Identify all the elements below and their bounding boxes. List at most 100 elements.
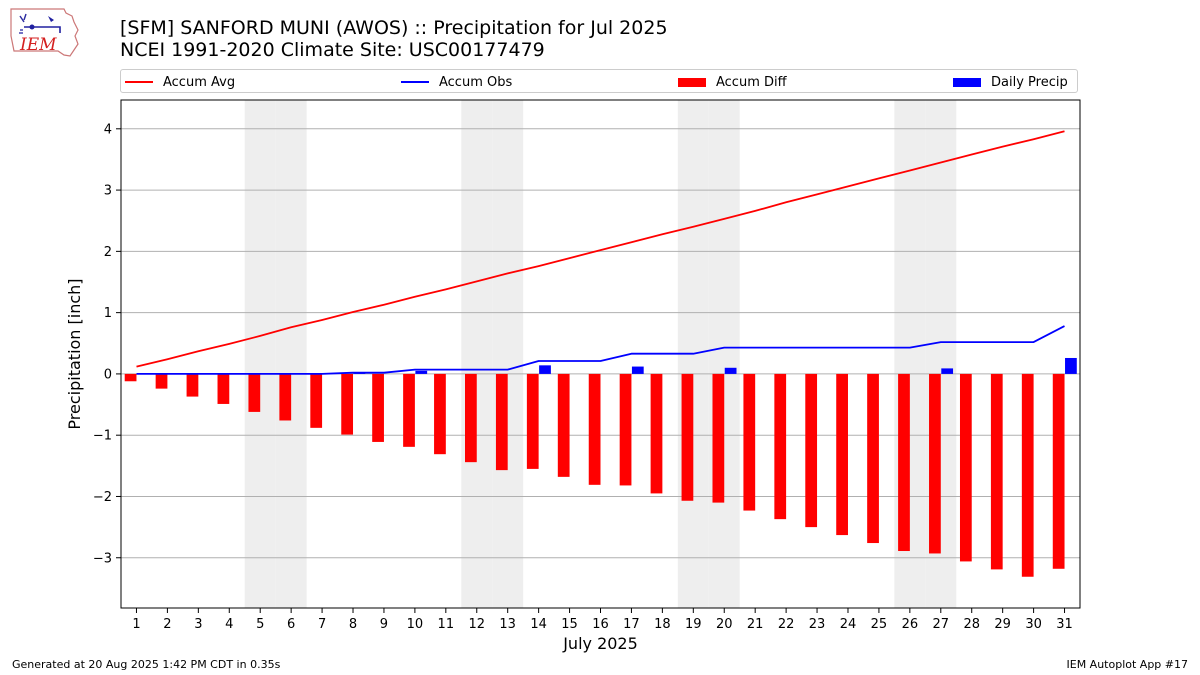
accum-diff-bar-day-20 [712,373,725,503]
x-tick-label-18: 18 [654,617,671,632]
accum-diff-bar-day-9 [372,373,384,442]
accum-diff-bar-day-31 [1052,373,1065,569]
daily-precip-bar-day-20 [724,367,737,374]
x-tick-label-29: 29 [994,617,1011,632]
x-tick-label-11: 11 [438,617,455,632]
daily-precip-bar-day-31 [1065,357,1077,374]
daily-precip-bar-day-27 [941,368,954,374]
legend-swatch-daily-precip [953,77,981,87]
y-axis-label: Precipitation [inch] [65,278,84,429]
weekend-band-6 [275,100,307,608]
x-axis-label: July 2025 [562,634,638,653]
accum-diff-bar-day-4 [217,373,230,404]
x-tick-label-7: 7 [318,617,326,632]
legend: Accum Avg Accum Obs Accum Diff Daily Pre… [120,69,1078,93]
x-tick-label-27: 27 [933,617,950,632]
accum-diff-bar-day-30 [1021,373,1034,577]
accum-diff-bar-day-23 [805,373,818,528]
accum-diff-bar-day-1 [124,373,137,382]
y-tick-label-1: 1 [104,306,112,321]
x-tick-label-19: 19 [685,617,702,632]
title-line-2: NCEI 1991-2020 Climate Site: USC00177479 [120,39,545,61]
x-tick-label-14: 14 [530,617,547,632]
accum-diff-bar-day-6 [279,373,292,421]
weekend-band-13 [492,100,524,608]
accum-diff-bar-day-19 [681,373,694,501]
x-tick-label-24: 24 [840,617,857,632]
accum-diff-bar-day-26 [898,373,910,552]
x-tick-label-25: 25 [871,617,888,632]
x-tick-label-31: 31 [1056,617,1073,632]
accum-diff-bar-day-8 [341,373,354,435]
iem-logo: IEM [8,6,80,58]
x-tick-label-4: 4 [225,617,233,632]
chart-title: [SFM] SANFORD MUNI (AWOS) :: Precipitati… [120,17,668,61]
accum-diff-bar-day-28 [959,373,972,562]
accum-diff-bar-day-15 [557,373,570,477]
legend-swatch-accum-obs [401,81,429,83]
y-tick-label--3: −3 [93,551,112,566]
legend-item-daily-precip: Daily Precip [953,70,1068,94]
x-tick-label-28: 28 [963,617,980,632]
accum-diff-bar-day-5 [248,373,261,412]
legend-swatch-accum-avg [125,81,153,83]
x-tick-label-6: 6 [287,617,295,632]
footer-app: IEM Autoplot App #17 [1066,658,1189,671]
legend-label-accum-obs: Accum Obs [439,74,513,90]
x-tick-label-16: 16 [592,617,609,632]
y-tick-label-3: 3 [104,184,112,199]
accum-diff-bar-day-10 [403,373,415,447]
accum-diff-bar-day-24 [836,373,848,536]
x-tick-label-12: 12 [468,617,485,632]
accum-diff-bar-day-7 [310,373,323,428]
y-tick-label-4: 4 [104,122,112,137]
accum-diff-bar-day-22 [774,373,787,520]
weekend-band-5 [244,100,276,608]
legend-item-accum-avg: Accum Avg [125,70,235,94]
y-tick-label--1: −1 [93,429,112,444]
accum-obs-line [136,325,1065,375]
title-line-1: [SFM] SANFORD MUNI (AWOS) :: Precipitati… [120,17,668,39]
x-tick-label-8: 8 [349,617,357,632]
logo-text: IEM [19,35,57,55]
x-tick-label-15: 15 [561,617,578,632]
accum-diff-bar-day-11 [434,373,446,455]
accum-diff-bar-day-12 [465,373,477,463]
accum-diff-bar-day-18 [650,373,663,494]
y-tick-label--2: −2 [93,490,112,505]
accum-diff-bar-day-16 [588,373,601,485]
accum-diff-bar-day-21 [743,373,756,511]
x-tick-label-5: 5 [256,617,264,632]
accum-diff-bar-day-25 [867,373,879,544]
daily-precip-bar-day-14 [539,365,551,374]
legend-label-accum-avg: Accum Avg [163,74,236,90]
accum-diff-bar-day-2 [155,373,168,389]
accum-diff-bar-day-27 [929,373,941,554]
x-tick-label-2: 2 [163,617,171,632]
legend-label-daily-precip: Daily Precip [991,74,1068,90]
x-tick-label-22: 22 [778,617,795,632]
legend-label-accum-diff: Accum Diff [716,74,787,90]
daily-precip-bar-day-10 [415,370,428,374]
x-tick-label-10: 10 [407,617,424,632]
legend-item-accum-diff: Accum Diff [678,70,787,94]
x-tick-label-26: 26 [902,617,919,632]
legend-swatch-accum-diff [678,77,706,87]
weekend-band-20 [708,100,740,608]
x-tick-label-1: 1 [132,617,140,632]
weekend-band-12 [461,100,493,608]
x-tick-label-30: 30 [1025,617,1042,632]
daily-precip-bar-day-17 [631,366,644,374]
x-tick-label-17: 17 [623,617,640,632]
accum-diff-bar-day-17 [619,373,632,486]
x-tick-label-13: 13 [499,617,516,632]
x-tick-label-3: 3 [194,617,202,632]
x-tick-label-20: 20 [716,617,733,632]
x-tick-label-9: 9 [380,617,388,632]
x-tick-label-23: 23 [809,617,826,632]
y-tick-label-0: 0 [104,367,112,382]
accum-diff-bar-day-14 [526,373,539,469]
footer-generated: Generated at 20 Aug 2025 1:42 PM CDT in … [12,658,281,671]
accum-diff-bar-day-29 [990,373,1003,570]
